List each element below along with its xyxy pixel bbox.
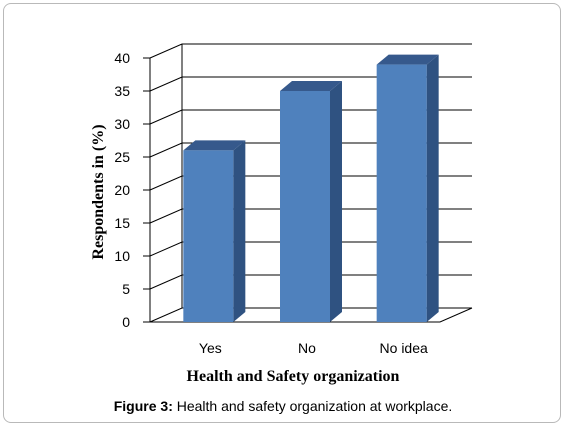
y-tick-labels: 0 5 10 15 20 25 30 35 40 — [114, 50, 130, 330]
chart-bars — [183, 54, 439, 322]
y-tick-label: 10 — [114, 248, 130, 264]
bar — [376, 64, 427, 322]
x-tick-labels: Yes No No idea — [199, 340, 428, 356]
y-axis-title: Respondents in (%) — [90, 124, 107, 259]
bar-top — [376, 54, 439, 65]
x-axis-title: Health and Safety organization — [187, 368, 400, 385]
bar-side — [426, 54, 439, 322]
x-tick-label: No — [298, 340, 316, 356]
bar-top — [280, 81, 342, 91]
bar — [280, 91, 330, 322]
bar — [183, 150, 234, 322]
figure-caption: Figure 3: Health and safety organization… — [0, 398, 566, 414]
x-tick-label: No idea — [380, 340, 428, 356]
bar-side — [330, 81, 342, 322]
y-tick-label: 40 — [114, 50, 130, 66]
figure-caption-text: Health and safety organization at workpl… — [172, 398, 453, 414]
y-tick-label: 35 — [114, 83, 130, 99]
y-tick-label: 30 — [114, 116, 130, 132]
bar-top — [183, 140, 246, 151]
y-tick-label: 5 — [122, 281, 130, 297]
y-tick-label: 15 — [114, 215, 130, 231]
x-tick-label: Yes — [199, 340, 222, 356]
y-tick-label: 0 — [122, 314, 130, 330]
chart-axes — [143, 44, 473, 323]
y-tick-label: 20 — [114, 182, 130, 198]
bar-side — [233, 140, 246, 322]
bar-chart: 0 5 10 15 20 25 30 35 40 Yes No No idea Respondent… — [90, 43, 473, 385]
y-tick-label: 25 — [114, 149, 130, 165]
floor-edge — [150, 307, 473, 323]
figure-caption-label: Figure 3: — [113, 398, 173, 414]
